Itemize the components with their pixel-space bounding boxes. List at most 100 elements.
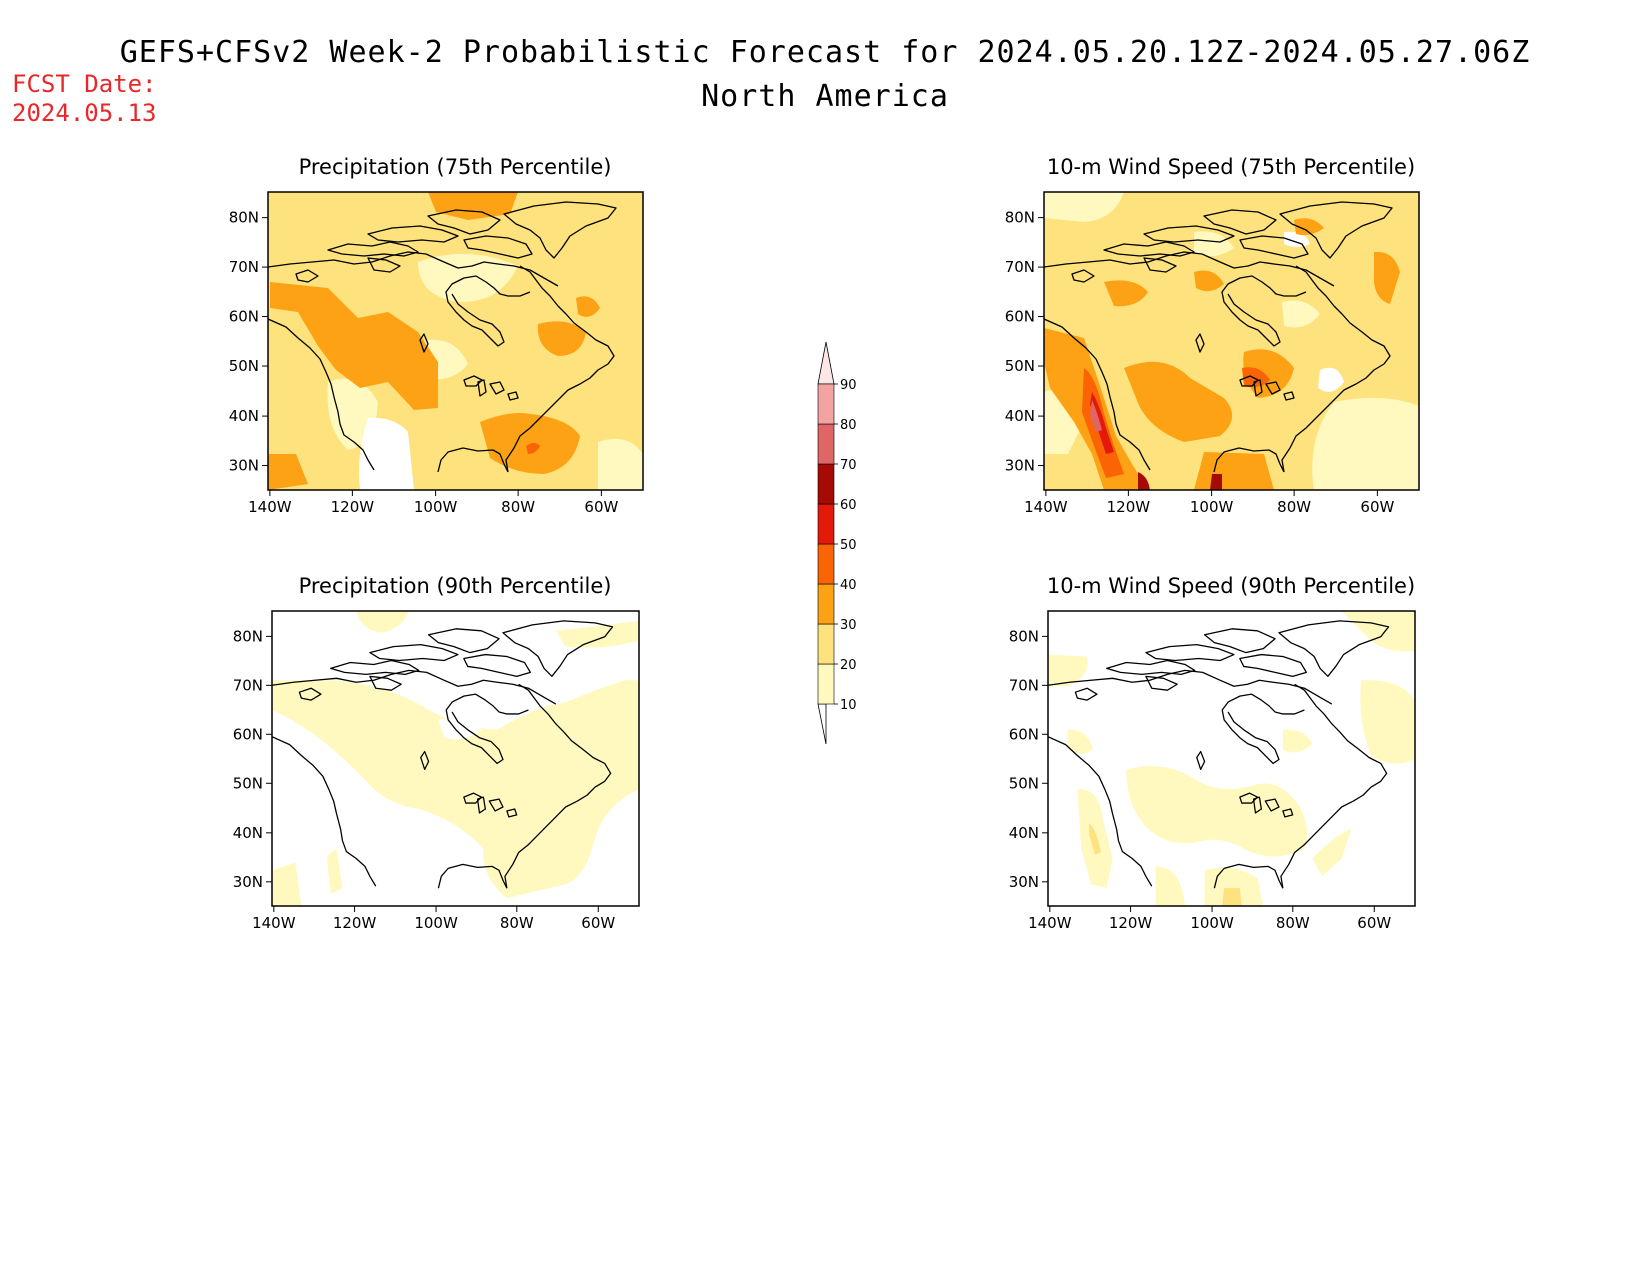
panel-wind-75: 10-m Wind Speed (75th Percentile) [1043,155,1420,491]
lon-tick-label: 100W [1190,914,1234,932]
prob-below-10-region [438,718,482,740]
lat-tick-label: 60N [1005,308,1035,326]
prob-30-40-region [1104,280,1148,307]
prob-10-20-region [1044,192,1124,222]
prob-20-30-region [1089,822,1101,855]
prob-10-20-region [356,611,410,633]
lon-tick-label: 80W [501,498,535,516]
lon-tick-label: 60W [1357,914,1391,932]
prob-30-40-region [1294,218,1324,236]
lat-tick-label: 40N [1009,824,1039,842]
prob-60-70-region [1138,472,1150,490]
lat-tick-label: 30N [233,873,263,891]
colorbar-label: 60 [840,498,857,513]
lat-tick-label: 70N [1009,676,1039,694]
lat-tick-label: 50N [1005,357,1035,375]
colorbar-segment [817,503,835,545]
colorbar-segment [817,543,835,585]
panel-title: 10-m Wind Speed (75th Percentile) [1047,155,1415,179]
lat-tick-label: 50N [229,357,259,375]
lat-tick-label: 60N [1009,725,1039,743]
lon-tick-label: 60W [1360,498,1394,516]
map-frame [1043,191,1420,491]
colorbar-label: 40 [840,578,857,593]
prob-10-20-region [1155,866,1186,906]
lat-tick-label: 40N [229,407,259,425]
colorbar: 90 80 70 60 50 40 30 20 10 [817,341,857,745]
colorbar-segment [817,623,835,665]
lat-tick-label: 70N [229,258,259,276]
lat-tick-label: 40N [233,824,263,842]
panel-precip-75: Precipitation (75th Percentile) [267,155,644,491]
lon-tick-label: 80W [1277,498,1311,516]
prob-40-50-region [1242,367,1270,388]
panel-precip-90: Precipitation (90th Percentile) [271,574,640,907]
lat-tick-label: 80N [1005,209,1035,227]
colorbar-label: 10 [840,698,857,713]
lat-tick-label: 30N [1009,873,1039,891]
prob-10-20-region [1312,828,1352,877]
prob-60-70-region [1210,474,1222,490]
prob-10-20-region [326,848,343,895]
colorbar-top-arrow [817,341,835,385]
prob-10-20-region [1048,654,1088,687]
lon-tick-label: 120W [1107,498,1151,516]
prob-10-20-region [1194,231,1234,257]
prob-40-50-region [526,443,540,454]
prob-10-20-region [1312,397,1419,490]
prob-10-20-region [418,253,518,303]
colorbar-segment [817,583,835,625]
prob-30-40-region [1194,452,1274,490]
prob-30-40-region [537,321,586,356]
colorbar-segment [817,463,835,505]
prob-30-40-region [270,282,438,410]
region-subtitle: North America [701,79,949,114]
fcst-date-value: 2024.05.13 [12,99,157,127]
prob-10-20-region [272,680,639,899]
colorbar-label: 90 [840,378,857,393]
lon-tick-label: 140W [1028,914,1072,932]
lon-tick-label: 120W [333,914,377,932]
map-frame [267,191,644,491]
prob-70-80-region [1090,400,1102,432]
prob-20-30-region [1222,888,1242,906]
lat-tick-label: 80N [1009,627,1039,645]
prob-30-40-region [1194,270,1224,292]
prob-10-20-region [272,862,302,906]
colorbar-label: 50 [840,538,857,553]
colorbar-segment [817,383,835,425]
prob-below-10-region [1318,367,1344,392]
prob-30-40-region [1124,361,1233,442]
prob-50-60-region [1090,392,1114,454]
colorbar-segment [817,423,835,465]
prob-30-40-region [268,454,308,490]
lat-tick-label: 60N [233,725,263,743]
lat-tick-label: 60N [229,308,259,326]
prob-30-40-region [576,296,600,317]
lon-tick-label: 100W [414,914,458,932]
colorbar-label: 70 [840,458,857,473]
colorbar-label: 80 [840,418,857,433]
colorbar-segment [817,663,835,705]
lon-tick-label: 140W [248,498,292,516]
lat-tick-label: 80N [229,209,259,227]
prob-10-20-region [1282,300,1320,328]
prob-30-40-region [428,192,518,220]
lon-tick-label: 60W [584,498,618,516]
lat-tick-label: 30N [1005,457,1035,475]
panel-title: 10-m Wind Speed (90th Percentile) [1047,574,1415,598]
lat-tick-label: 40N [1005,407,1035,425]
prob-below-10-region [359,417,414,490]
lon-tick-label: 100W [414,498,458,516]
lat-tick-label: 70N [1005,258,1035,276]
prob-below-10-region [1284,231,1310,247]
map-frame [1047,610,1416,907]
prob-10-20-region [1204,867,1264,906]
colorbar-label: 30 [840,618,857,633]
map-area [268,192,643,490]
prob-10-20-region [1341,611,1415,652]
prob-10-20-region [598,438,643,490]
lat-tick-label: 50N [1009,774,1039,792]
lon-tick-label: 140W [1024,498,1068,516]
prob-30-40-region [1374,251,1400,304]
